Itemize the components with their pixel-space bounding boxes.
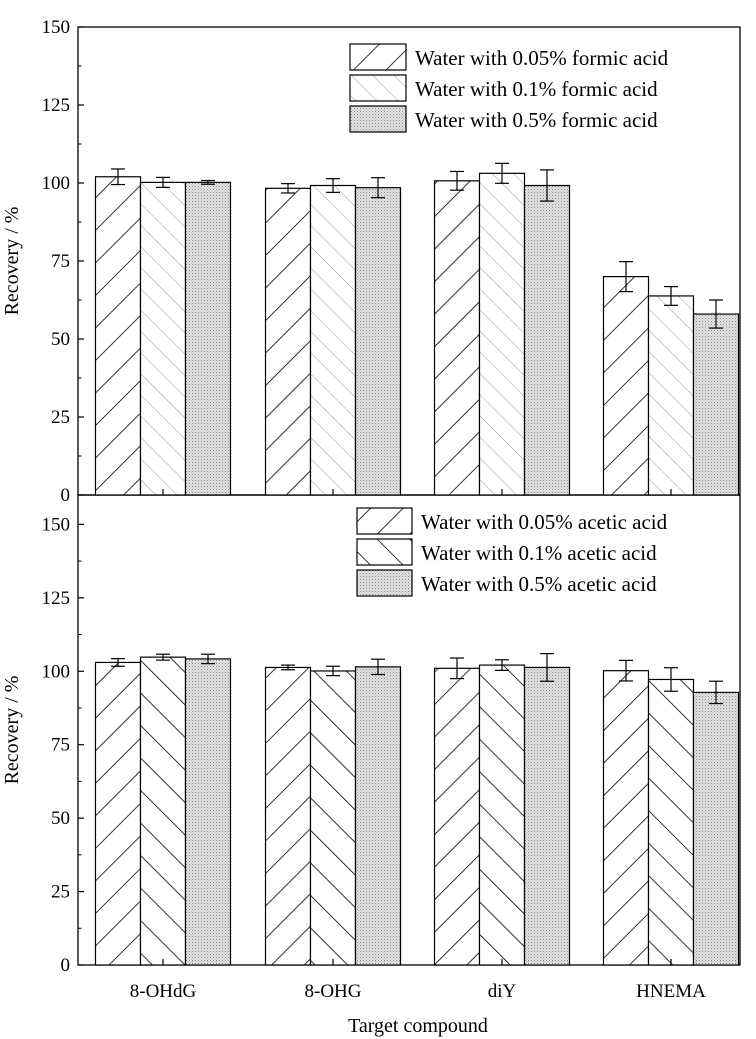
y-tick-label: 100 <box>42 661 71 682</box>
y-tick-label: 25 <box>51 882 70 903</box>
bar-top-s0-HNEMA <box>602 276 650 496</box>
y-tick-label: 75 <box>51 251 70 272</box>
y-tick-label: 0 <box>61 955 71 976</box>
bar-bottom-s1-8-OHG <box>309 670 357 966</box>
y-tick-label: 100 <box>42 173 71 194</box>
legend-label: Water with 0.5% acetic acid <box>421 572 657 596</box>
y-tick-label: 50 <box>51 329 70 350</box>
y-tick-label: 75 <box>51 735 70 756</box>
y-tick-label: 125 <box>42 588 71 609</box>
x-tick-label: 8-OHdG <box>130 981 197 1002</box>
bottom-panel-frame <box>77 494 741 966</box>
bar-top-s1-diY <box>478 172 526 496</box>
bar-top-s0-8-OHdG <box>94 176 142 496</box>
x-tick-label: diY <box>488 981 517 1002</box>
legend-swatch <box>349 43 407 71</box>
bar-top-s0-diY <box>433 180 481 496</box>
legend-label: Water with 0.1% acetic acid <box>421 541 657 565</box>
legend-layer: Water with 0.05% formic acid Water with 0… <box>349 43 669 597</box>
bar-top-s2-8-OHdG <box>184 181 232 496</box>
bottom-y-axis-title: Recovery / % <box>1 676 23 785</box>
x-tick-label: 8-OHG <box>305 981 362 1002</box>
x-tick-label: HNEMA <box>636 981 706 1002</box>
legend-swatch <box>356 569 413 597</box>
legend-label: Water with 0.1% formic acid <box>415 77 658 101</box>
bar-bottom-s1-8-OHdG <box>139 656 187 966</box>
axes-layer: 0 25 50 75 100 125 150 0 25 50 75 100 125 150 8-OHdG 8-… <box>42 17 707 1002</box>
bar-top-s1-HNEMA <box>647 295 695 496</box>
legend-label: Water with 0.05% formic acid <box>415 46 669 70</box>
bar-top-s1-8-OHdG <box>139 181 187 496</box>
legend-swatch <box>349 105 407 133</box>
legend-swatch <box>356 507 413 535</box>
bar-bottom-s2-8-OHG <box>354 666 402 966</box>
legend-swatch <box>349 74 407 102</box>
bar-bottom-s1-HNEMA <box>647 678 695 966</box>
bar-bottom-s0-8-OHG <box>264 666 312 966</box>
bar-top-s0-8-OHG <box>264 187 312 496</box>
bar-bottom-s2-diY <box>523 666 571 966</box>
legend-label: Water with 0.05% acetic acid <box>421 510 668 534</box>
bar-bottom-s0-HNEMA <box>602 670 650 966</box>
bar-bottom-s1-diY <box>478 664 526 966</box>
bar-bottom-s2-8-OHdG <box>184 658 232 966</box>
bar-top-s2-diY <box>523 184 571 496</box>
y-tick-label: 0 <box>61 485 71 506</box>
x-axis-title: Target compound <box>348 1015 488 1037</box>
y-tick-label: 25 <box>51 407 70 428</box>
top-y-axis-title: Recovery / % <box>1 207 23 316</box>
bar-bottom-s0-8-OHdG <box>94 661 142 966</box>
bar-bottom-s0-diY <box>433 667 481 966</box>
y-tick-label: 50 <box>51 808 70 829</box>
y-tick-label: 150 <box>42 17 71 38</box>
bar-bottom-s2-HNEMA <box>692 691 740 966</box>
y-tick-label: 150 <box>42 514 71 535</box>
bar-top-s1-8-OHG <box>309 184 357 496</box>
bar-top-s2-8-OHG <box>354 187 402 496</box>
legend-label: Water with 0.5% formic acid <box>415 108 658 132</box>
y-tick-label: 125 <box>42 95 71 116</box>
bar-top-s2-HNEMA <box>692 313 740 496</box>
bars-layer <box>94 162 740 966</box>
legend-swatch <box>356 538 413 566</box>
